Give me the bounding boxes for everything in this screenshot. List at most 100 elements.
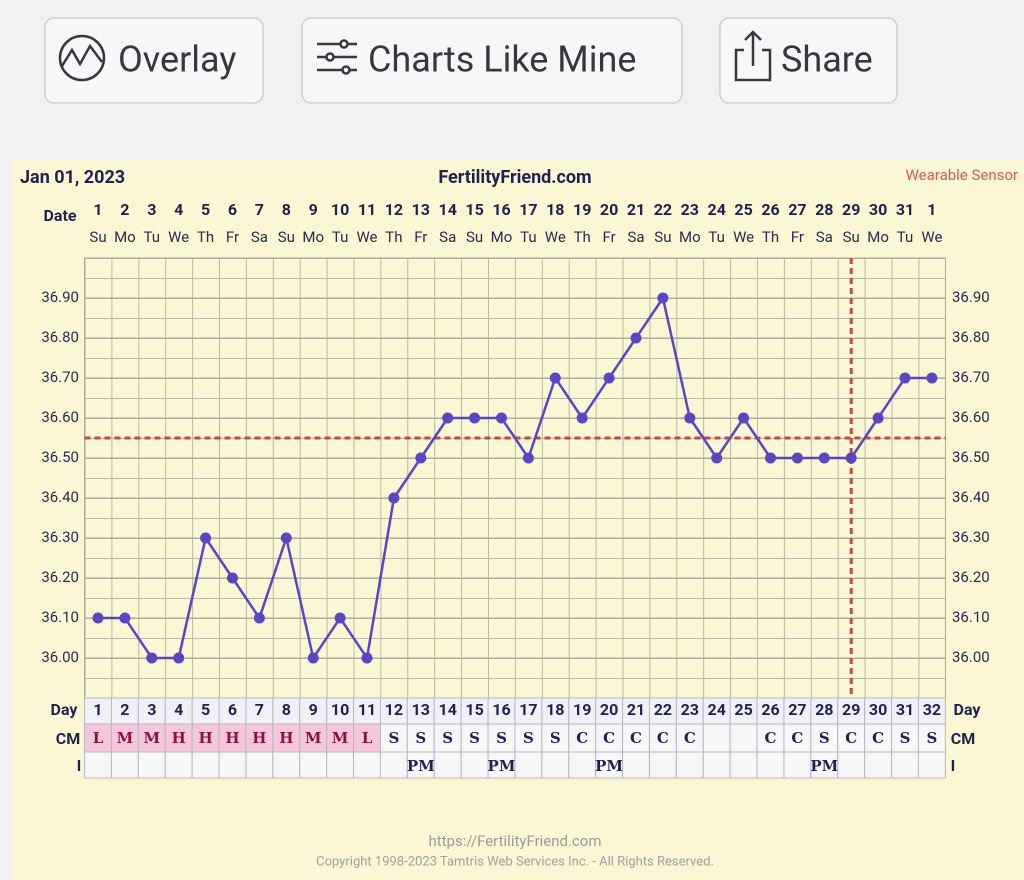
table-cell <box>917 723 946 753</box>
table-cell <box>675 723 704 753</box>
table-cell <box>864 751 893 779</box>
date-label: 14 <box>439 200 457 219</box>
cycle-day: 21 <box>627 700 645 719</box>
weekday-label: Tu <box>897 228 914 246</box>
y-tick-label: 36.60 <box>952 408 990 426</box>
cm-entry: C <box>576 729 588 747</box>
table-cell <box>541 751 570 779</box>
table-cell <box>433 723 462 753</box>
row-label: Day <box>954 700 982 719</box>
cycle-day: 3 <box>147 700 156 719</box>
cycle-day: 9 <box>309 700 318 719</box>
cycle-day: 1 <box>93 700 102 719</box>
cm-entry: L <box>93 729 104 747</box>
cm-entry: M <box>305 729 322 747</box>
cm-entry: H <box>279 729 293 747</box>
cycle-day: 22 <box>654 700 672 719</box>
cm-entry: S <box>415 729 426 747</box>
temperature-point <box>926 372 938 384</box>
weekday-label: We <box>356 228 377 246</box>
row-label: Day <box>51 700 79 719</box>
charts-like-mine-button[interactable]: Charts Like Mine <box>301 17 683 104</box>
weekday-label: Su <box>843 228 860 246</box>
weekday-label: Th <box>762 228 779 246</box>
button-label[interactable]: Overlay <box>118 39 236 81</box>
table-cell <box>353 751 381 779</box>
y-tick-label: 36.90 <box>41 288 79 306</box>
table-cell <box>648 697 677 725</box>
cm-entry: S <box>388 729 399 747</box>
table-cell <box>272 697 301 725</box>
date-label: 16 <box>492 200 510 219</box>
overlay-button[interactable]: Overlay <box>44 17 264 104</box>
footer-url[interactable]: https://FertilityFriend.com <box>428 832 601 850</box>
cm-entry: C <box>845 729 857 747</box>
intercourse-entry: PM <box>595 757 623 775</box>
weekday-label: We <box>545 228 566 246</box>
date-label: 1 <box>93 200 102 219</box>
date-label: 25 <box>734 200 752 219</box>
weekday-label: Th <box>574 228 591 246</box>
cm-entry: H <box>252 729 266 747</box>
table-cell <box>433 751 462 779</box>
table-cell <box>568 723 597 753</box>
y-tick-label: 36.00 <box>952 648 990 666</box>
table-cell <box>837 697 866 725</box>
date-label: 11 <box>358 200 376 219</box>
button-frame[interactable] <box>301 17 683 104</box>
temperature-point <box>469 412 481 424</box>
table-cell <box>460 751 489 779</box>
date-label: 15 <box>465 200 483 219</box>
filter-icon <box>317 39 357 75</box>
cm-entry: S <box>900 729 911 747</box>
cm-entry: S <box>819 729 830 747</box>
cycle-day: 7 <box>255 700 264 719</box>
table-cell <box>864 697 893 725</box>
weekday-label: Fr <box>791 228 804 246</box>
date-label: 31 <box>896 200 914 219</box>
temperature-point <box>280 532 292 544</box>
table-cell <box>272 751 301 779</box>
date-label: 29 <box>842 200 860 219</box>
weekday-label: Sa <box>816 228 833 246</box>
table-cell <box>299 723 328 753</box>
y-tick-label: 36.40 <box>41 488 79 506</box>
date-label: Date <box>43 206 76 225</box>
date-label: 8 <box>282 200 291 219</box>
cm-entry: C <box>765 729 777 747</box>
button-frame[interactable] <box>44 17 264 104</box>
date-label: 17 <box>519 200 537 219</box>
cycle-day: 20 <box>600 700 618 719</box>
date-label: 5 <box>201 200 210 219</box>
table-cell <box>622 751 650 779</box>
weekday-label: Su <box>89 228 106 246</box>
y-tick-label: 36.60 <box>41 408 79 426</box>
temperature-point <box>415 452 427 464</box>
cycle-day: 25 <box>734 700 752 719</box>
cm-entry: C <box>684 729 696 747</box>
y-tick-label: 36.50 <box>41 448 79 466</box>
y-tick-label: 36.80 <box>41 328 79 346</box>
table-cell <box>568 751 597 779</box>
weekday-label: We <box>921 228 942 246</box>
table-cell <box>702 723 731 753</box>
button-label[interactable]: Share <box>781 39 873 81</box>
share-button[interactable]: Share <box>719 17 898 104</box>
weekday-label: Fr <box>226 228 239 246</box>
intercourse-entry: PM <box>488 757 516 775</box>
weekday-label: Mo <box>679 228 701 246</box>
button-label[interactable]: Charts Like Mine <box>368 39 636 81</box>
weekday-label: Sa <box>251 228 268 246</box>
weekday-label: Th <box>385 228 402 246</box>
temperature-point <box>549 372 561 384</box>
temperature-point <box>227 572 238 584</box>
cm-entry: H <box>225 729 239 747</box>
table-cell <box>191 723 220 753</box>
cycle-day: 10 <box>331 700 349 719</box>
temperature-point <box>307 652 319 664</box>
table-cell <box>379 697 408 725</box>
y-tick-label: 36.10 <box>41 608 79 626</box>
button-frame[interactable] <box>719 17 898 104</box>
table-cell <box>864 723 893 753</box>
